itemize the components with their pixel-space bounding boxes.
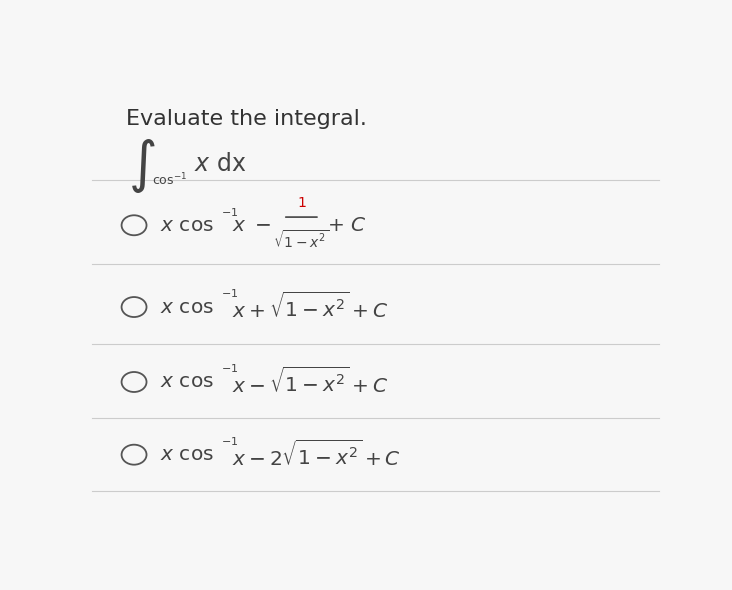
Text: $\mathrm{cos}^{-1}$: $\mathrm{cos}^{-1}$ (152, 172, 187, 188)
Text: $1$: $1$ (296, 196, 306, 211)
Text: $-1$: $-1$ (221, 287, 238, 299)
Text: $x + \sqrt{1-x^2} + C$: $x + \sqrt{1-x^2} + C$ (232, 292, 388, 322)
Text: $\sqrt{1-x^2}$: $\sqrt{1-x^2}$ (273, 231, 329, 252)
Text: $-1$: $-1$ (221, 206, 238, 218)
Text: $x\ \mathrm{cos}$: $x\ \mathrm{cos}$ (160, 372, 214, 392)
Text: $+\ C$: $+\ C$ (327, 216, 366, 235)
Text: $x\ \mathrm{cos}$: $x\ \mathrm{cos}$ (160, 297, 214, 317)
Text: $x\ -$: $x\ -$ (232, 216, 272, 235)
Text: $x\ \mathrm{dx}$: $x\ \mathrm{dx}$ (193, 152, 246, 176)
Text: $-1$: $-1$ (221, 435, 238, 447)
Text: $x\ \mathrm{cos}$: $x\ \mathrm{cos}$ (160, 216, 214, 235)
Text: $x - 2\sqrt{1-x^2} + C$: $x - 2\sqrt{1-x^2} + C$ (232, 440, 401, 470)
Text: $-1$: $-1$ (221, 362, 238, 375)
Text: Evaluate the integral.: Evaluate the integral. (126, 109, 367, 129)
Text: $x\ \mathrm{cos}$: $x\ \mathrm{cos}$ (160, 445, 214, 464)
Text: $x - \sqrt{1-x^2} + C$: $x - \sqrt{1-x^2} + C$ (232, 367, 388, 397)
Text: $\int$: $\int$ (128, 137, 156, 195)
